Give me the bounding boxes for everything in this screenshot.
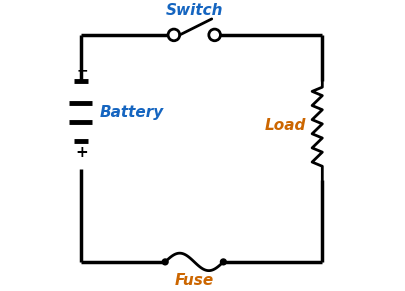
Circle shape (162, 259, 168, 265)
Text: +: + (76, 145, 88, 160)
Text: Fuse: Fuse (174, 273, 213, 288)
Circle shape (220, 259, 226, 265)
Text: Switch: Switch (165, 3, 222, 18)
Text: Battery: Battery (100, 104, 164, 120)
Text: Load: Load (264, 118, 305, 133)
Text: −: − (76, 63, 88, 77)
